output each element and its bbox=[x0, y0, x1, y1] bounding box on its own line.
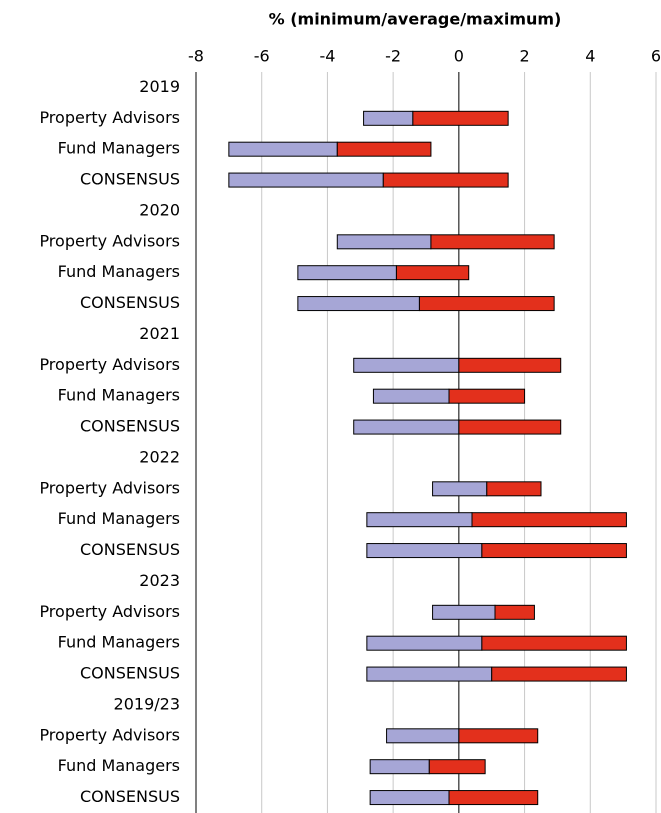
bar-low bbox=[366, 666, 493, 682]
bar-low bbox=[366, 635, 483, 651]
bar-low bbox=[369, 790, 450, 806]
bar-high bbox=[430, 234, 555, 250]
bar-high bbox=[481, 635, 627, 651]
y-tick-label: 2020 bbox=[139, 200, 180, 219]
y-tick-label: 2019/23 bbox=[114, 694, 180, 713]
y-tick-label: Fund Managers bbox=[58, 756, 180, 775]
bar-low bbox=[372, 388, 450, 404]
y-tick-label: Fund Managers bbox=[58, 262, 180, 281]
y-tick-label: CONSENSUS bbox=[80, 787, 180, 806]
bar-high bbox=[481, 543, 627, 559]
bar-high bbox=[418, 296, 555, 312]
y-tick-label: CONSENSUS bbox=[80, 170, 180, 189]
x-tick-label: 6 bbox=[651, 47, 661, 66]
bar-high bbox=[336, 141, 432, 157]
y-tick-label: Property Advisors bbox=[39, 231, 180, 250]
bar-low bbox=[228, 172, 384, 188]
bar-low bbox=[366, 543, 483, 559]
x-tick-label: 2 bbox=[519, 47, 529, 66]
bar-high bbox=[458, 357, 562, 373]
bar-high bbox=[458, 419, 562, 435]
bar-high bbox=[458, 728, 539, 744]
y-tick-label: Fund Managers bbox=[58, 386, 180, 405]
bar-low bbox=[297, 265, 397, 281]
bar-high bbox=[428, 759, 486, 775]
bar-low bbox=[353, 419, 460, 435]
bar-high bbox=[486, 481, 542, 497]
x-tick-label: -2 bbox=[385, 47, 401, 66]
y-tick-label: Fund Managers bbox=[58, 509, 180, 528]
x-tick-label: -4 bbox=[319, 47, 335, 66]
bar-low bbox=[432, 604, 496, 620]
y-tick-label: Property Advisors bbox=[39, 108, 180, 127]
y-tick-label: CONSENSUS bbox=[80, 540, 180, 559]
y-tick-label: Property Advisors bbox=[39, 725, 180, 744]
y-tick-label: CONSENSUS bbox=[80, 293, 180, 312]
y-tick-label: Property Advisors bbox=[39, 355, 180, 374]
bar-high bbox=[494, 604, 535, 620]
y-tick-label: CONSENSUS bbox=[80, 417, 180, 436]
y-tick-label: Property Advisors bbox=[39, 478, 180, 497]
bar-high bbox=[448, 388, 526, 404]
bar-high bbox=[382, 172, 509, 188]
bar-high bbox=[412, 110, 509, 126]
y-tick-label: 2023 bbox=[139, 571, 180, 590]
bar-low bbox=[228, 141, 338, 157]
bar-low bbox=[363, 110, 414, 126]
bar-high bbox=[395, 265, 470, 281]
y-tick-label: Fund Managers bbox=[58, 633, 180, 652]
x-tick-label: -8 bbox=[188, 47, 204, 66]
x-tick-label: 0 bbox=[454, 47, 464, 66]
bar-high bbox=[471, 512, 627, 528]
y-tick-label: 2022 bbox=[139, 447, 180, 466]
bar-low bbox=[432, 481, 488, 497]
bar-low bbox=[297, 296, 420, 312]
x-tick-label: 4 bbox=[585, 47, 595, 66]
chart-title: % (minimum/average/maximum) bbox=[269, 10, 562, 29]
y-tick-label: 2019 bbox=[139, 77, 180, 96]
y-tick-label: Fund Managers bbox=[58, 139, 180, 158]
x-tick-label: -6 bbox=[254, 47, 270, 66]
bar-low bbox=[353, 357, 460, 373]
bar-low bbox=[366, 512, 473, 528]
bar-low bbox=[386, 728, 460, 744]
bar-low bbox=[369, 759, 430, 775]
bar-high bbox=[491, 666, 627, 682]
y-tick-label: CONSENSUS bbox=[80, 664, 180, 683]
y-tick-label: Property Advisors bbox=[39, 602, 180, 621]
y-tick-label: 2021 bbox=[139, 324, 180, 343]
bar-high bbox=[448, 790, 539, 806]
bar-low bbox=[336, 234, 432, 250]
